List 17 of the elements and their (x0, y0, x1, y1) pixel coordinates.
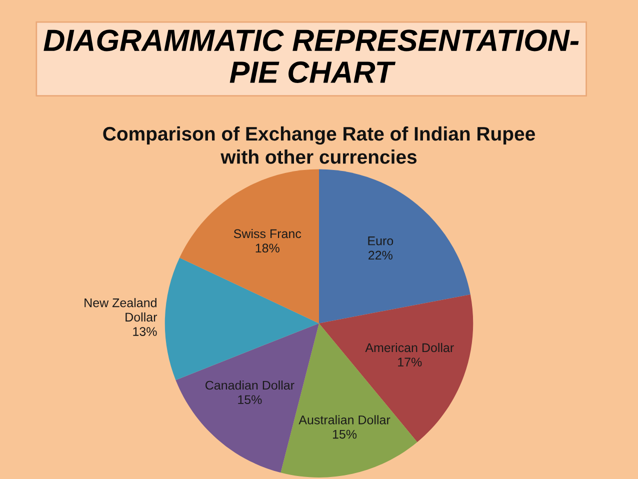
chart-subtitle: Comparison of Exchange Rate of Indian Rupee with other currencies (103, 126, 535, 164)
data-label: 18% (256, 244, 280, 253)
slice-label: American Dollar (365, 342, 454, 352)
pie-slice (164, 258, 319, 380)
data-label: 17% (398, 358, 422, 366)
data-label: 22% (368, 250, 392, 260)
slice-label: Euro (368, 236, 394, 246)
slice-label: Canadian Dollar (206, 380, 294, 390)
data-label: 15% (238, 395, 262, 404)
pie-slice (180, 169, 319, 324)
slice-label: New Zealand Dollar (84, 298, 158, 322)
chart-title: DIAGRAMMATIC REPRESENTATION- PIE CHART (44, 30, 579, 84)
data-label: 15% (332, 430, 357, 439)
slice-label: Australian Dollar (298, 415, 390, 424)
pie-slice (319, 169, 470, 324)
slice-label: Swiss Franc (234, 228, 302, 238)
data-label: 13% (133, 327, 157, 336)
